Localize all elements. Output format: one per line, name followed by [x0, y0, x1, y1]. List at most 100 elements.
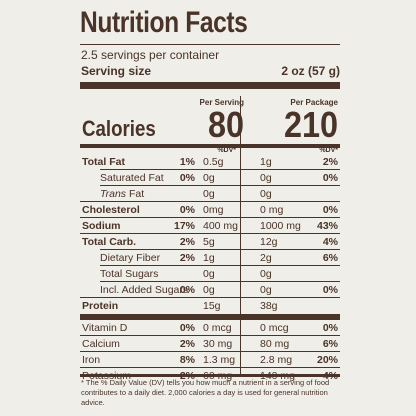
row-separator	[80, 297, 340, 298]
amount-per-serving: 0g	[203, 172, 215, 184]
dv-per-package: 20%	[316, 354, 338, 366]
nutrient-row: Total Carb. 5g 2% 12g 4%	[80, 233, 340, 250]
column-divider	[240, 96, 241, 374]
amount-per-package: 38g	[260, 300, 278, 312]
nutrient-row: Calcium 30 mg 2% 80 mg 6%	[80, 335, 340, 352]
amount-per-serving: 0g	[203, 188, 215, 200]
nutrient-name: Saturated Fat	[100, 172, 164, 184]
nutrient-name: Dietary Fiber	[100, 252, 161, 264]
calories-divider	[80, 144, 340, 148]
amount-per-serving: 400 mg	[203, 220, 239, 232]
row-separator	[80, 367, 340, 368]
dv-per-serving: 2%	[179, 338, 195, 350]
nutrient-name: Sodium	[82, 220, 121, 232]
nutrient-name: Total Sugars	[100, 268, 159, 280]
dv-per-package: 4%	[322, 236, 338, 248]
amount-per-package: 0g	[260, 188, 272, 200]
row-separator	[80, 351, 340, 352]
amount-per-package: 2g	[260, 252, 272, 264]
dv-per-serving: 0%	[179, 172, 195, 184]
dv-per-serving: 0%	[179, 204, 195, 216]
nutrient-name: Vitamin D	[82, 322, 128, 334]
nutrient-row: Protein 15g 38g	[80, 297, 340, 314]
dv-per-package: 6%	[322, 338, 338, 350]
calories-per-serving: 80	[207, 104, 244, 145]
row-separator	[80, 319, 340, 320]
amount-per-serving: 1g	[203, 252, 215, 264]
nutrient-row: Sodium 400 mg 17% 1000 mg 43%	[80, 217, 340, 234]
nutrient-name: Total Fat	[82, 156, 125, 168]
amount-per-package: 0 mg	[260, 204, 284, 216]
amount-per-serving: 0 mcg	[203, 322, 232, 334]
thick-divider-top	[80, 82, 340, 89]
per-serving-header: Per Serving	[199, 98, 244, 107]
nutrient-row: Incl. Added Sugars 0g 0% 0g 0%	[80, 281, 340, 298]
amount-per-serving: 15g	[203, 300, 221, 312]
dv-per-serving: 8%	[179, 354, 195, 366]
amount-per-package: 1000 mg	[260, 220, 301, 232]
daily-value-footnote: * The % Daily Value (DV) tells you how m…	[81, 378, 330, 407]
amount-per-serving: 0.5g	[203, 156, 224, 168]
dv-per-package: 43%	[316, 220, 338, 232]
nutrient-name: Iron	[82, 354, 101, 366]
title-divider	[80, 44, 340, 45]
nutrient-row: Vitamin D 0 mcg 0% 0 mcg 0%	[80, 319, 340, 336]
amount-per-package: 12g	[260, 236, 278, 248]
dv-per-serving: 0%	[179, 284, 195, 296]
amount-per-serving: 5g	[203, 236, 215, 248]
dv-per-package: 0%	[322, 284, 338, 296]
row-separator	[80, 335, 340, 336]
amount-per-package: 0g	[260, 268, 272, 280]
protein-divider	[80, 314, 340, 319]
amount-per-package: 0g	[260, 284, 272, 296]
row-separator	[100, 169, 340, 170]
dv-per-serving: 2%	[179, 236, 195, 248]
dv-per-package: 0%	[322, 172, 338, 184]
amount-per-serving: 0mg	[203, 204, 224, 216]
dv-per-package: 2%	[322, 156, 338, 168]
amount-per-package: 0g	[260, 172, 272, 184]
row-separator	[100, 281, 340, 282]
nutrient-row: Total Fat 0.5g 1% 1g 2%	[80, 153, 340, 170]
nutrient-name: Cholesterol	[82, 204, 140, 216]
dv-per-package: 6%	[322, 252, 338, 264]
calories-per-package: 210	[283, 104, 338, 145]
amount-per-serving: 0g	[203, 284, 215, 296]
amount-per-serving: 1.3 mg	[203, 354, 236, 366]
dv-per-serving: 17%	[173, 220, 195, 232]
row-separator	[80, 217, 340, 218]
serving-size-value: 2 oz (57 g)	[281, 64, 340, 78]
amount-per-package: 1g	[260, 156, 272, 168]
amount-per-package: 2.8 mg	[260, 354, 293, 366]
servings-per-container: 2.5 servings per container	[81, 48, 220, 62]
nutrient-row: Dietary Fiber 1g 2% 2g 6%	[80, 249, 340, 266]
dv-per-serving: 0%	[179, 322, 195, 334]
nutrition-facts-panel: Nutrition Facts 2.5 servings per contain…	[70, 0, 350, 416]
dv-per-serving: 1%	[179, 156, 195, 168]
amount-per-serving: 0g	[203, 268, 215, 280]
panel-title: Nutrition Facts	[80, 6, 248, 39]
amount-per-serving: 30 mg	[203, 338, 233, 350]
serving-size-label: Serving size	[81, 64, 152, 78]
nutrient-row: Trans Fat 0g 0g	[80, 185, 340, 202]
row-separator	[100, 185, 340, 186]
row-separator	[80, 233, 340, 234]
dv-per-package: 0%	[322, 322, 338, 334]
dv-per-package: 0%	[322, 204, 338, 216]
nutrient-row: Cholesterol 0mg 0% 0 mg 0%	[80, 201, 340, 218]
nutrient-name: Incl. Added Sugars	[100, 284, 189, 296]
amount-per-package: 0 mcg	[260, 322, 289, 334]
nutrient-name: Protein	[82, 300, 119, 312]
calories-label: Calories	[82, 116, 156, 141]
thick-divider-bottom	[80, 374, 340, 377]
row-separator	[80, 201, 340, 202]
nutrient-row: Iron 1.3 mg 8% 2.8 mg 20%	[80, 351, 340, 368]
row-separator	[100, 265, 340, 266]
dv-header-package: %DV*	[319, 147, 338, 154]
nutrient-row: Saturated Fat 0g 0% 0g 0%	[80, 169, 340, 186]
amount-per-package: 80 mg	[260, 338, 290, 350]
per-package-header: Per Package	[290, 98, 338, 107]
dv-per-serving: 2%	[179, 252, 195, 264]
nutrient-name: Total Carb.	[82, 236, 137, 248]
nutrient-name: Calcium	[82, 338, 120, 350]
